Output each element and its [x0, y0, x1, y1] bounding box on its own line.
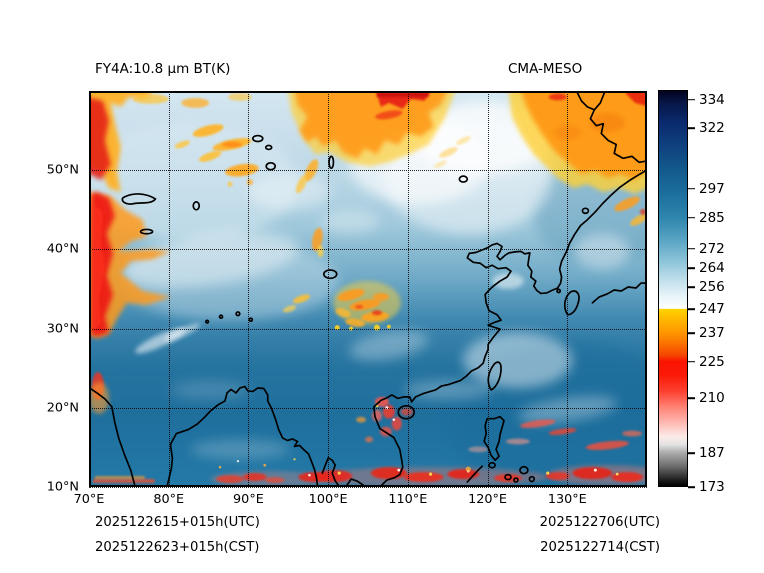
forecast-time-annotation: 2025122706(UTC) 2025122714(CST) — [540, 510, 660, 560]
colorbar-tick-label: 285 — [699, 209, 725, 226]
lake-uvs — [265, 161, 277, 171]
coastline-hainan — [397, 404, 416, 420]
coastline-india-east-myanmar — [166, 385, 319, 485]
colorbar-tick-label: 322 — [699, 120, 725, 137]
coastline-amur — [576, 93, 645, 164]
colorbar-tick-label: 247 — [699, 300, 725, 317]
coastline-kyushu — [563, 290, 580, 316]
lake-qinghai — [322, 269, 338, 280]
gridline-horizontal — [89, 487, 647, 488]
colorbar-tick — [688, 98, 695, 101]
coastline-visayas-2 — [528, 475, 536, 483]
cold-orange-clouds — [91, 93, 645, 414]
x-tick-label: 120°E — [468, 492, 508, 507]
colorbar-tick — [688, 127, 695, 130]
colorbar-tick — [688, 332, 695, 334]
colorbar-tick — [688, 267, 695, 269]
coastline-honshu-west — [591, 282, 645, 304]
colorbar-tick — [688, 361, 695, 363]
y-axis: 50°N 40°N 30°N 20°N 10°N — [0, 91, 84, 495]
x-tick-label: 90°E — [233, 492, 264, 507]
coastline-tsushima — [556, 288, 562, 294]
coastline-visayas-1 — [513, 477, 519, 483]
lake-tibet-1 — [218, 314, 224, 320]
lake-tibet-4 — [205, 319, 210, 324]
colorbar-tick — [688, 397, 695, 399]
x-tick-label: 110°E — [388, 492, 428, 507]
lake-issyk-kul — [139, 228, 154, 235]
colorbar-ticks: 334 322 297 285 272 264 256 247 237 225 210 187 173 — [658, 90, 725, 495]
x-axis: 70°E 80°E 90°E 100°E 110°E 120°E 130°E — [74, 492, 647, 510]
lake-alakol — [192, 201, 201, 211]
valid-time-annotation: 2025122615+015h(UTC) 2025122623+015h(CST… — [95, 510, 260, 560]
coastline-luzon — [483, 415, 505, 462]
colorbar-tick-label: 225 — [699, 353, 725, 370]
colorbar-tick-label: 237 — [699, 325, 725, 341]
colorbar-tick — [688, 308, 695, 310]
lake-tuva-1 — [251, 134, 264, 143]
y-tick-label: 30°N — [46, 321, 79, 337]
colorbar-tick — [688, 187, 695, 190]
lake-tuva-2 — [264, 144, 273, 151]
colorbar-tick-label: 256 — [699, 279, 725, 296]
lake-khanka — [581, 207, 590, 215]
init-time-cst: 2025122623+015h(CST) — [95, 540, 260, 555]
colorbar-tick — [688, 452, 695, 455]
colorbar-tick-label: 297 — [699, 180, 725, 197]
colorbar-tick-label: 187 — [699, 445, 725, 462]
coastline-panay — [504, 473, 512, 481]
colorbar-tick — [688, 286, 695, 289]
x-tick-label: 80°E — [153, 492, 185, 507]
forecast-time-utc: 2025122706(UTC) — [539, 515, 660, 530]
x-tick-label: 70°E — [73, 492, 105, 507]
plot-title-right: CMA-MESO — [508, 61, 583, 77]
init-time-utc: 2025122615+015h(UTC) — [95, 515, 260, 530]
colorbar-tick-label: 272 — [699, 240, 725, 257]
map-panel — [89, 91, 647, 487]
colorbar-tick — [688, 248, 695, 250]
plot-title-left: FY4A:10.8 μm BT(K) — [95, 61, 231, 77]
tropical-convection — [92, 396, 645, 485]
coastline-india-west — [91, 388, 136, 485]
x-tick-label: 100°E — [308, 492, 348, 507]
lake-tibet-2 — [235, 311, 241, 317]
y-tick-label: 50°N — [46, 162, 79, 178]
coastline-palawan — [466, 465, 484, 483]
coastline-mindoro — [488, 461, 496, 469]
forecast-time-cst: 2025122714(CST) — [540, 540, 660, 555]
colorbar — [658, 90, 688, 487]
colorbar-tick — [688, 486, 695, 488]
colorbar-tick-label: 264 — [699, 260, 725, 277]
colorbar-tick — [688, 216, 695, 219]
satellite-bt-image — [91, 93, 645, 485]
y-tick-label: 10°N — [46, 479, 79, 495]
colorbar-tick-label: 334 — [699, 91, 725, 108]
colorbar-tick-label: 210 — [699, 389, 725, 406]
colorbar-tick-label: 173 — [699, 479, 725, 495]
y-tick-label: 20°N — [46, 400, 79, 416]
coastline-amur-spur — [593, 93, 606, 111]
lake-balkhash — [121, 193, 157, 205]
y-tick-label: 40°N — [46, 241, 79, 257]
x-tick-label: 130°E — [547, 492, 587, 507]
lake-hulun — [458, 175, 469, 183]
coastline-gulf-of-thailand — [346, 478, 364, 485]
coastline-samar — [519, 465, 529, 475]
coastline-thailand — [321, 456, 340, 485]
